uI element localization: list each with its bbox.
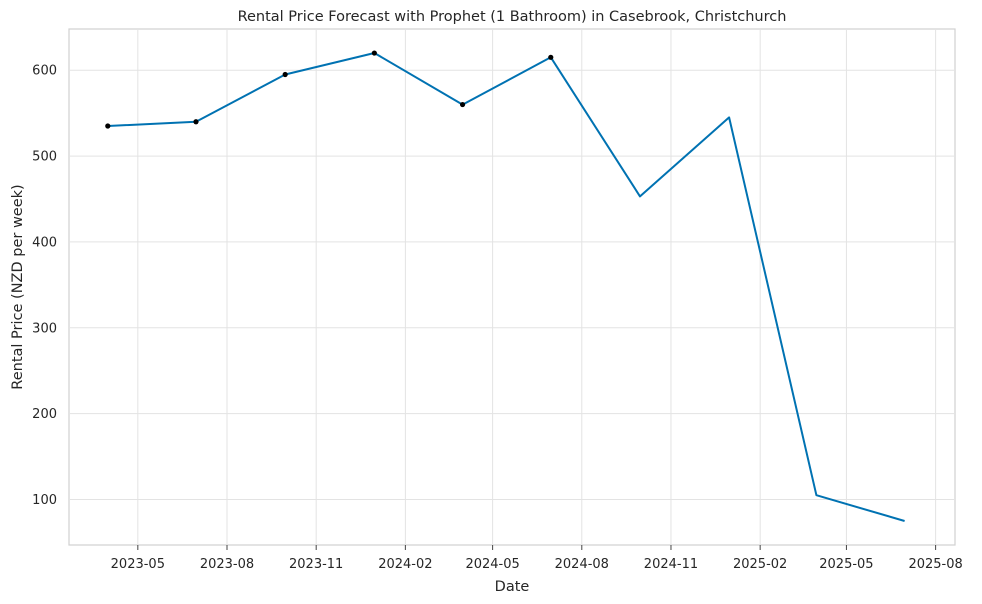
observed-point: [105, 123, 111, 129]
y-axis-label: Rental Price (NZD per week): [10, 184, 26, 389]
x-tick-label: 2024-02: [378, 557, 432, 572]
y-tick-label: 200: [32, 407, 57, 422]
y-tick-label: 300: [32, 321, 57, 336]
plot-area: [68, 28, 956, 546]
grid-lines: [69, 29, 955, 545]
y-tick-label: 500: [32, 150, 57, 165]
x-tick-label: 2025-08: [908, 557, 962, 572]
series-layer: [107, 52, 905, 522]
x-tick-label: 2024-11: [644, 557, 698, 572]
plot-frame: [68, 28, 956, 546]
x-axis-label: Date: [495, 579, 530, 595]
x-tick-label: 2023-11: [289, 557, 343, 572]
y-tick-label: 600: [32, 64, 57, 79]
y-tick-label: 100: [32, 493, 57, 508]
y-tick-label: 400: [32, 235, 57, 250]
observed-points: [105, 50, 554, 129]
chart-title: Rental Price Forecast with Prophet (1 Ba…: [238, 9, 787, 25]
observed-point: [548, 54, 554, 60]
x-axis-ticks: 2023-05 2023-08 2023-11 2024-02 2024-05 2024-…: [111, 545, 963, 572]
y-axis-ticks: 100 200 300 400 500 600: [32, 64, 57, 508]
observed-point: [193, 119, 199, 125]
x-tick-label: 2023-08: [200, 557, 254, 572]
forecast-line: [107, 52, 905, 522]
x-tick-label: 2025-05: [819, 557, 873, 572]
observed-point: [371, 50, 377, 56]
x-tick-label: 2025-02: [733, 557, 787, 572]
x-tick-label: 2024-05: [465, 557, 519, 572]
observed-point: [282, 71, 288, 78]
x-tick-label: 2023-05: [111, 557, 165, 572]
observed-point: [459, 101, 466, 108]
x-tick-label: 2024-08: [555, 557, 609, 572]
